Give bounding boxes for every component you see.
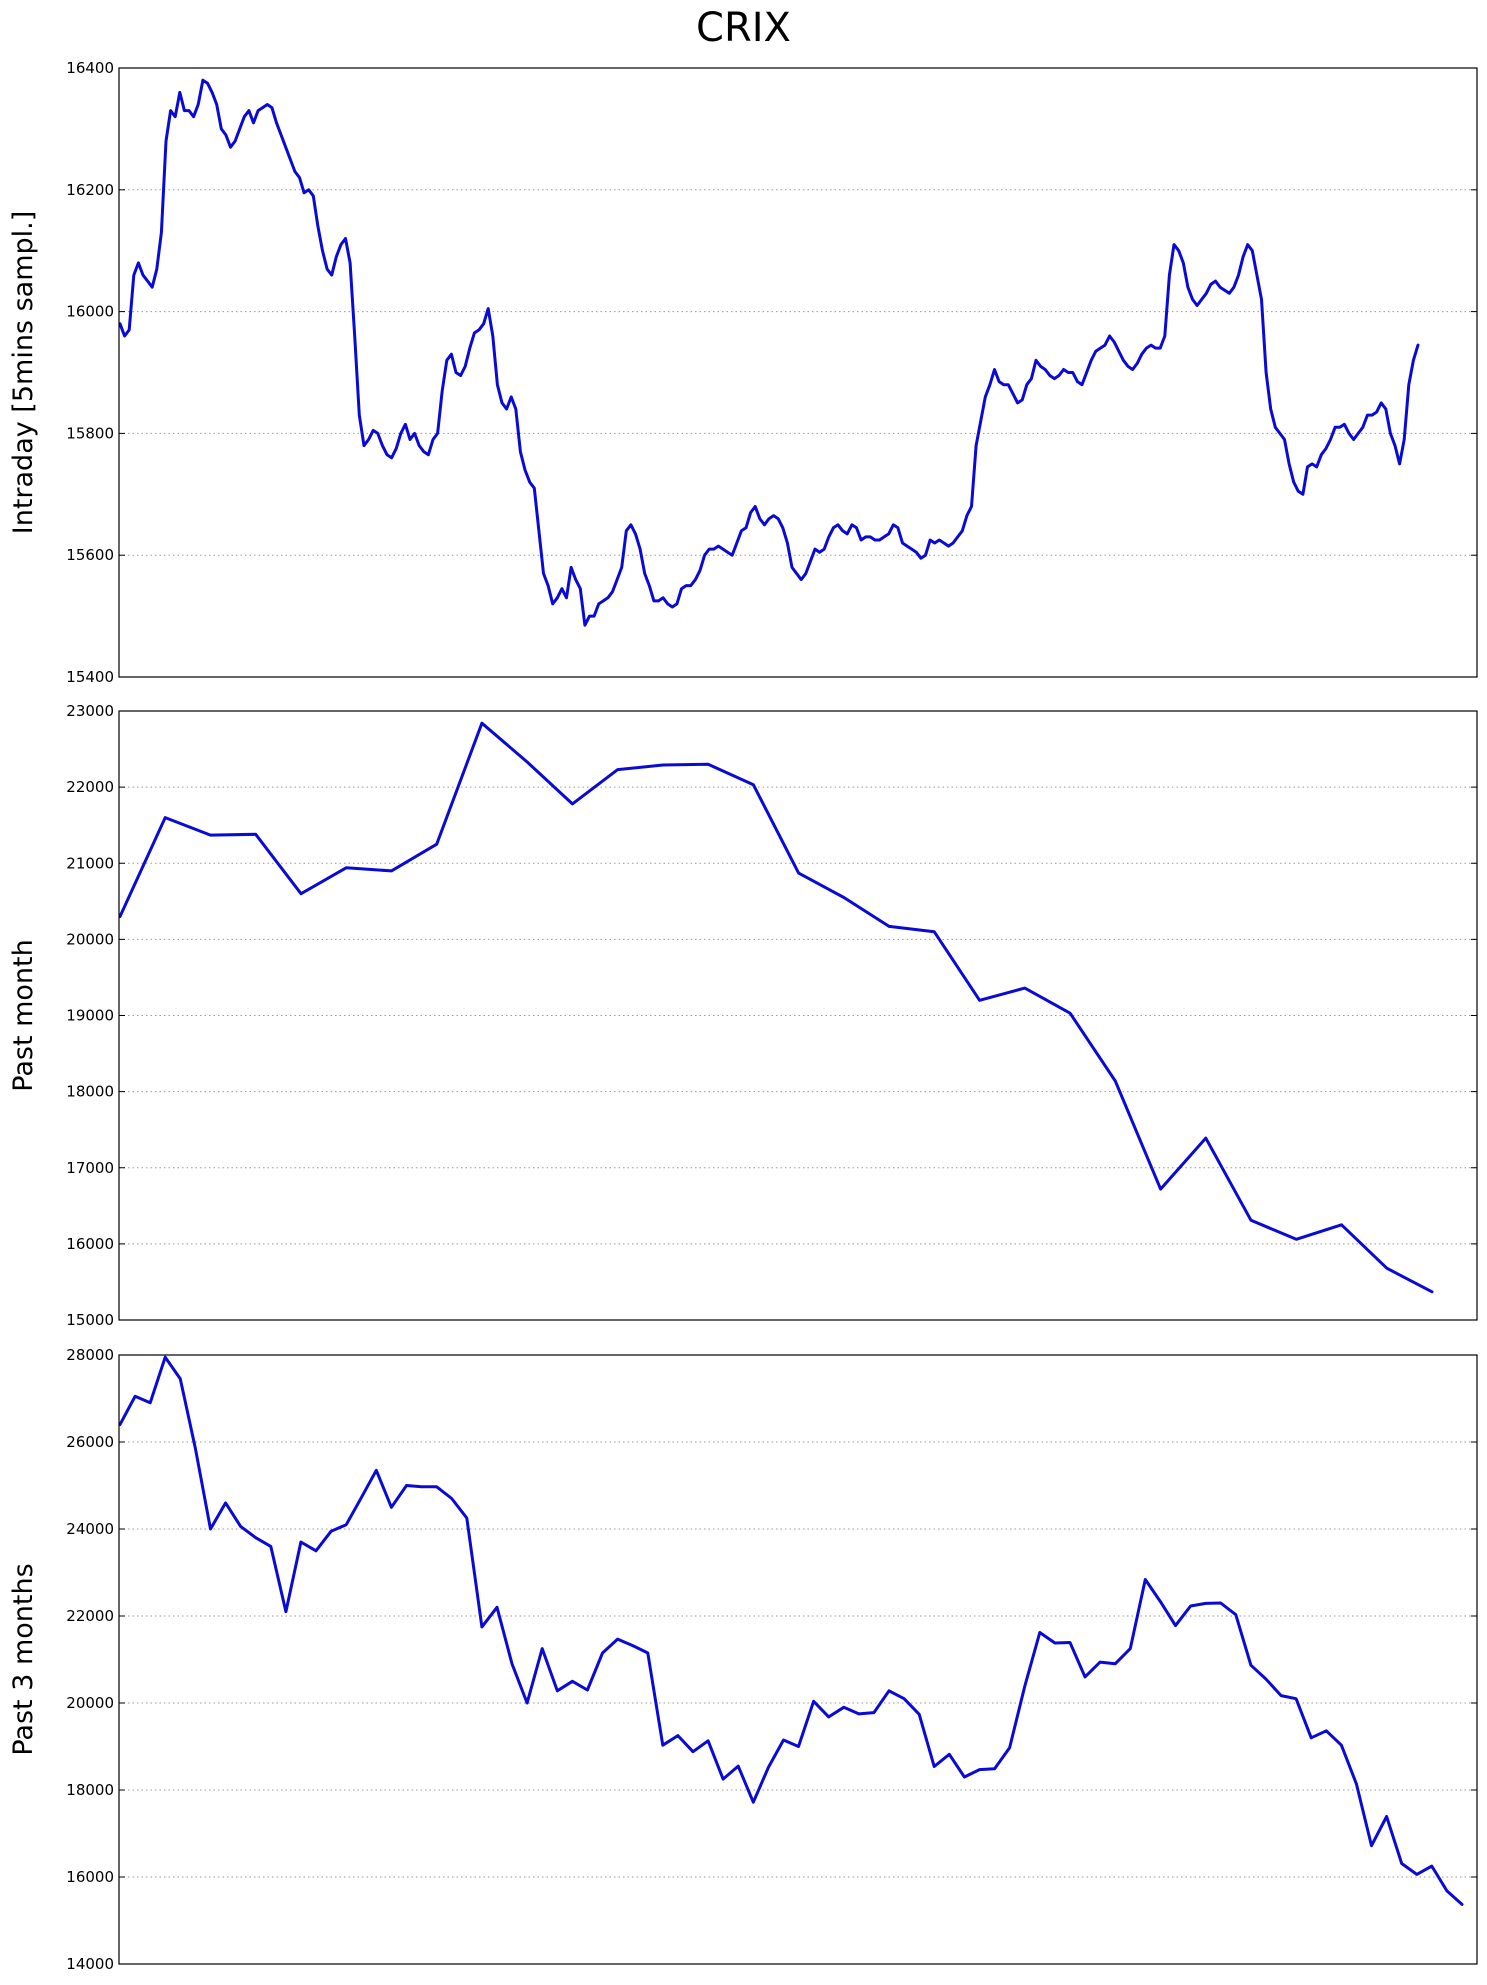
y-tick-label: 15600 <box>66 546 114 564</box>
chart-title: CRIX <box>696 5 791 51</box>
y-tick-label: 28000 <box>66 1346 114 1364</box>
y-tick-label: 18000 <box>66 1083 114 1101</box>
intraday-series-line <box>118 78 1420 627</box>
y-tick-label: 19000 <box>66 1007 114 1025</box>
y-tick-label: 15400 <box>66 668 114 686</box>
y-tick-label: 20000 <box>66 1694 114 1712</box>
y-tick-label: 16000 <box>66 1868 114 1886</box>
y-tick-label: 21000 <box>66 854 114 872</box>
y-tick-label: 16200 <box>66 181 114 199</box>
y-tick-label: 24000 <box>66 1520 114 1538</box>
past-month-series-line <box>118 721 1434 1294</box>
y-tick-label: 20000 <box>66 930 114 948</box>
y-tick-label: 16000 <box>66 303 114 321</box>
y-tick-label: 17000 <box>66 1159 114 1177</box>
y-tick-label: 16400 <box>66 59 114 77</box>
y-tick-label: 22000 <box>66 1607 114 1625</box>
y-tick-label: 15800 <box>66 424 114 442</box>
plot-frame <box>118 710 1478 1321</box>
y-tick-label: 16000 <box>66 1235 114 1253</box>
y-tick-label: 14000 <box>66 1955 114 1973</box>
y-axis-label: Past 3 months <box>8 1563 39 1755</box>
y-tick-label: 15000 <box>66 1311 114 1329</box>
y-tick-label: 26000 <box>66 1433 114 1451</box>
past-3-months-series-line <box>118 1355 1464 1906</box>
y-axis-label: Past month <box>8 939 39 1091</box>
plot-frame <box>118 1354 1478 1965</box>
y-axis-label: Intraday [5mins sampl.] <box>8 211 39 535</box>
y-tick-label: 23000 <box>66 702 114 720</box>
plot-frame <box>118 67 1478 678</box>
y-tick-label: 18000 <box>66 1781 114 1799</box>
intraday-panel: 15400 15600 15800 16000 16200 16400 Intraday [… <box>8 59 1478 686</box>
past-month-panel: 15000 16000 17000 18000 19000 20000 21000 22000… <box>8 702 1478 1329</box>
y-tick-label: 22000 <box>66 778 114 796</box>
past-3-months-panel: 14000 16000 18000 20000 22000 24000 26000 28000… <box>8 1346 1478 1973</box>
